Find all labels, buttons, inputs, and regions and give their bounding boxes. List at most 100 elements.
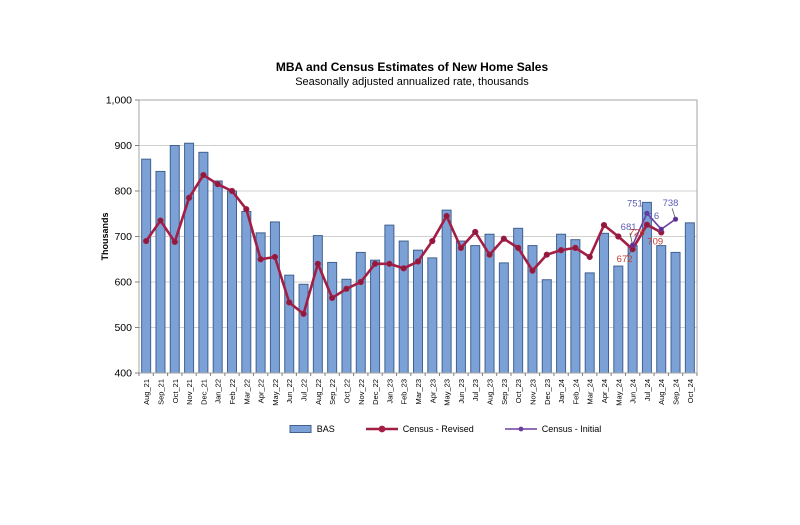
bar-Aug_22: [312, 235, 323, 374]
x-label-Apr_22: Apr_22: [257, 379, 266, 403]
bar-Jan_24: [556, 233, 567, 374]
bar-Dec_23: [541, 279, 552, 374]
census-revised-point: [157, 217, 164, 224]
x-label-Aug_23: Aug_23: [486, 379, 495, 405]
bar-Mar_24: [584, 272, 595, 374]
census-revised-point: [214, 181, 221, 188]
x-label-Jul_23: Jul_23: [471, 379, 480, 401]
annotation-leader-738: [671, 208, 676, 218]
census-revised-point: [457, 244, 465, 251]
x-label-Dec_22: Dec_22: [371, 379, 380, 405]
x-label-Aug_24: Aug_24: [657, 379, 666, 405]
legend: BAS Census - Revised Census - Initial: [45, 424, 800, 434]
census-revised-point: [271, 253, 279, 261]
bar-Aug_21: [141, 158, 152, 374]
census-revised-point: [371, 260, 379, 267]
value-label-751: 751: [627, 198, 643, 209]
census-revised-point: [228, 187, 236, 195]
legend-item-census-revised: Census - Revised: [365, 424, 474, 434]
census-revised-point: [357, 278, 364, 286]
census-revised-point: [257, 256, 264, 263]
bar-Nov_22: [355, 251, 366, 374]
chart-title: MBA and Census Estimates of New Home Sal…: [275, 60, 549, 74]
census-initial-swatch-icon: [504, 426, 537, 432]
x-label-Feb_23: Feb_23: [400, 379, 409, 404]
legend-item-census-initial: Census - Initial: [504, 424, 601, 434]
value-label-738: 738: [663, 198, 679, 209]
x-label-Mar_23: Mar_23: [414, 379, 423, 404]
legend-item-bas: BAS: [289, 424, 335, 434]
bar-Oct_22: [341, 278, 352, 374]
bar-Sep_21: [155, 170, 166, 374]
census-revised-point: [643, 221, 651, 228]
x-label-Jan_22: Jan_22: [214, 379, 223, 404]
x-label-Nov_22: Nov_22: [357, 379, 366, 405]
census-revised-point: [185, 194, 193, 201]
x-label-Jul_24: Jul_24: [643, 379, 652, 401]
census-revised-point: [586, 253, 593, 261]
census-revised-point: [200, 171, 207, 179]
bar-Apr_24: [599, 232, 609, 374]
bar-Sep_24: [670, 251, 681, 374]
census-revised-point: [615, 233, 622, 240]
x-label-Jul_22: Jul_22: [300, 379, 309, 401]
x-label-Jun_22: Jun_22: [285, 379, 294, 404]
census-revised-point: [500, 235, 507, 242]
census-revised-point: [414, 258, 422, 265]
bar-Mar_23: [413, 249, 423, 374]
bar-Jul_23: [470, 245, 481, 374]
census-initial-point: [630, 242, 636, 248]
bar-Nov_21: [184, 142, 195, 374]
census-revised-point: [543, 251, 550, 258]
x-label-Oct_21: Oct_21: [171, 379, 180, 403]
y-tick-label: 600: [114, 277, 132, 289]
x-label-Oct_24: Oct_24: [686, 379, 695, 403]
bar-Jun_23: [455, 240, 466, 374]
y-tick-label: 400: [114, 368, 132, 380]
census-revised-point: [600, 222, 608, 229]
census-revised-point: [515, 244, 522, 251]
x-label-Nov_23: Nov_23: [528, 379, 537, 405]
bar-Dec_22: [370, 259, 381, 374]
x-label-Aug_21: Aug_21: [142, 379, 151, 405]
census-initial-point: [644, 210, 650, 216]
x-label-May_22: May_22: [271, 379, 280, 406]
census-initial-line: [631, 212, 676, 246]
census-revised-point: [286, 299, 293, 306]
value-label-726: 726: [629, 228, 646, 239]
x-label-Feb_22: Feb_22: [228, 379, 237, 404]
x-label-Jun_23: Jun_23: [457, 379, 466, 404]
bar-Oct_21: [169, 145, 180, 374]
x-label-Oct_23: Oct_23: [514, 379, 523, 403]
census-revised-point: [472, 228, 479, 236]
bar-Oct_24: [684, 222, 695, 374]
bar-May_24: [613, 265, 624, 374]
census-revised-point: [572, 244, 579, 251]
census-initial-point: [658, 226, 664, 232]
census-revised-point: [429, 237, 436, 245]
x-label-Oct_22: Oct_22: [342, 379, 351, 403]
value-label-709: 709: [647, 236, 663, 247]
value-label-716: 716: [643, 211, 659, 222]
x-label-Feb_24: Feb_24: [571, 379, 580, 404]
x-label-Nov_21: Nov_21: [185, 379, 194, 405]
x-label-Mar_24: Mar_24: [586, 379, 595, 404]
x-label-Sep_21: Sep_21: [156, 379, 165, 405]
bar-Feb_22: [227, 190, 237, 374]
bar-Jul_22: [298, 283, 309, 374]
census-revised-point: [314, 260, 321, 267]
x-label-Sep_24: Sep_24: [672, 379, 681, 405]
bar-Aug_24: [656, 245, 667, 374]
bar-Feb_23: [398, 240, 409, 374]
bas-swatch-icon: [289, 425, 312, 433]
legend-label-bas: BAS: [316, 424, 335, 434]
y-tick-label: 800: [114, 186, 132, 198]
y-tick-label: 1,000: [106, 95, 132, 107]
census-revised-point: [143, 237, 150, 245]
value-label-681: 681: [621, 222, 637, 233]
title-block: MBA and Census Estimates of New Home Sal…: [12, 60, 800, 88]
x-label-Mar_22: Mar_22: [242, 379, 251, 404]
x-label-May_24: May_24: [614, 379, 623, 406]
y-tick-label: 500: [114, 322, 132, 334]
